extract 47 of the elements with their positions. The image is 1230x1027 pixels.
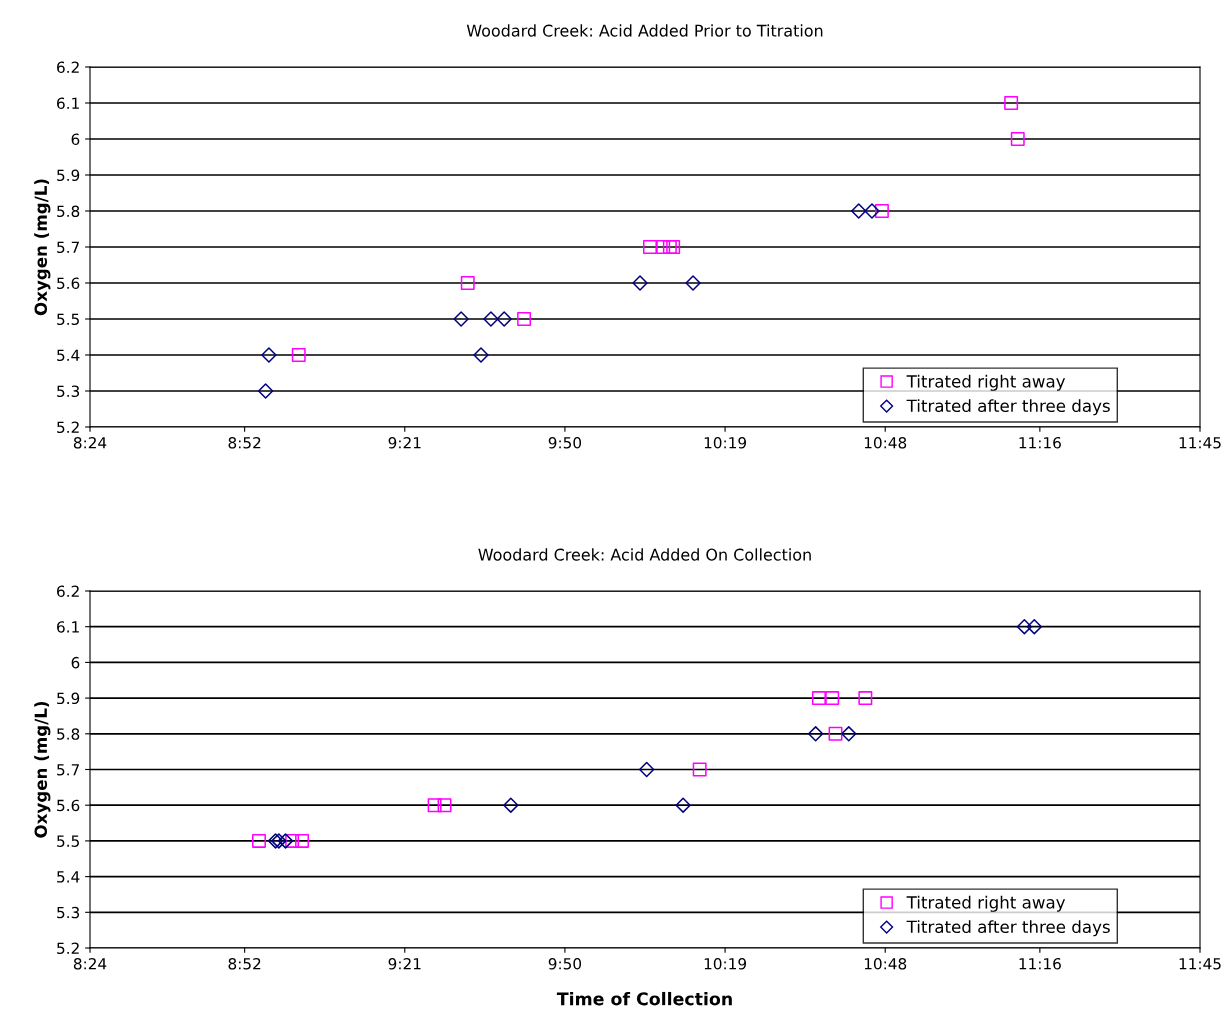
- y-axis-title: Oxygen (mg/L): [34, 701, 51, 838]
- x-tick-label: 10:48: [864, 957, 907, 970]
- y-tick-label: 5.4: [57, 871, 80, 883]
- y-tick-label: 6.2: [57, 61, 79, 74]
- x-tick-label: 8:24: [73, 957, 107, 970]
- y-tick-label: 5.3: [57, 385, 80, 398]
- legend-label: Titrated after three days: [906, 920, 1110, 937]
- y-tick-label: 5.9: [57, 169, 80, 182]
- y-tick-label: 5.5: [57, 835, 79, 847]
- x-tick-label: 11:16: [1019, 957, 1061, 970]
- legend-label: Titrated right away: [906, 374, 1066, 391]
- x-tick-label: 9:50: [548, 957, 582, 970]
- y-tick-label: 5.8: [57, 205, 80, 218]
- y-tick-label: 5.2: [57, 942, 79, 955]
- y-tick-label: 5.6: [57, 799, 80, 812]
- y-tick-label: 5.6: [57, 277, 80, 290]
- y-tick-label: 5.4: [57, 349, 80, 362]
- y-tick-label: 5.2: [57, 421, 79, 434]
- x-tick-label: 9:21: [388, 436, 421, 449]
- y-tick-label: 6: [71, 656, 80, 669]
- x-tick-label: 11:45: [1179, 958, 1221, 970]
- y-tick-label: 6.1: [57, 621, 79, 633]
- x-tick-label: 10:48: [864, 436, 907, 449]
- y-tick-label: 5.7: [57, 764, 79, 776]
- x-tick-label: 9:50: [548, 436, 582, 449]
- x-tick-label: 8:52: [228, 436, 261, 449]
- legend-label: Titrated after three days: [906, 399, 1110, 416]
- y-tick-label: 5.9: [57, 692, 80, 705]
- chart-title: Woodard Creek: Acid Added Prior to Titration: [466, 24, 823, 37]
- y-tick-label: 5.5: [57, 313, 79, 326]
- x-tick-label: 8:52: [228, 957, 261, 970]
- y-axis-title: Oxygen (mg/L): [34, 179, 51, 316]
- x-tick-label: 10:19: [704, 957, 747, 970]
- y-tick-label: 6.1: [57, 97, 79, 110]
- x-tick-label: 11:16: [1019, 436, 1061, 449]
- y-tick-label: 6: [71, 133, 80, 146]
- y-tick-label: 5.8: [57, 728, 80, 740]
- x-tick-label: 10:19: [704, 436, 747, 449]
- x-tick-label: 11:45: [1179, 437, 1221, 449]
- y-tick-label: 5.3: [57, 906, 80, 919]
- x-tick-label: 9:21: [388, 957, 421, 970]
- y-tick-label: 6.2: [57, 585, 79, 598]
- chart-title: Woodard Creek: Acid Added On Collection: [478, 548, 811, 561]
- y-tick-label: 5.7: [57, 241, 79, 254]
- x-tick-label: 8:24: [73, 436, 107, 449]
- legend-label: Titrated right away: [906, 895, 1066, 912]
- x-axis-title: Time of Collection: [556, 991, 732, 1006]
